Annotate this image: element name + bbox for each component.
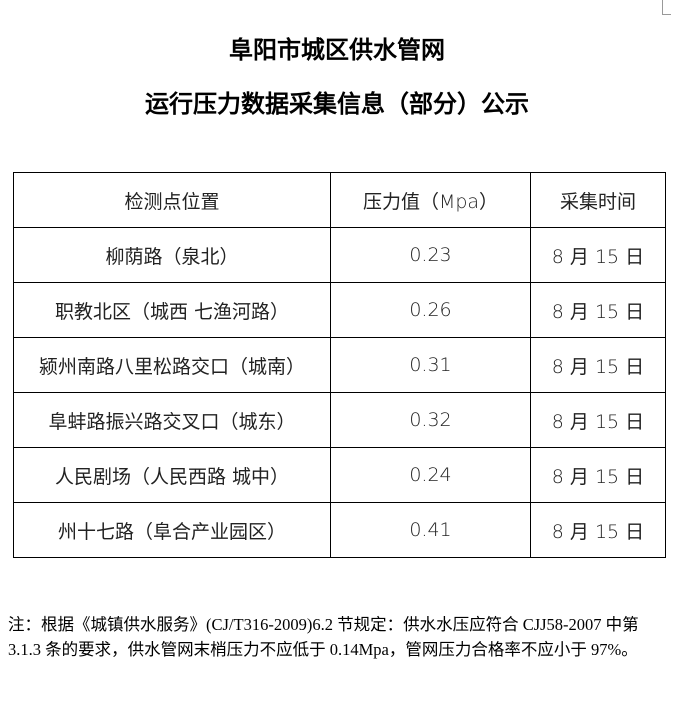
cell-pressure: 0.26 (330, 282, 531, 338)
header-pressure: 压力值（Mpa） (330, 172, 531, 228)
table-row: 柳荫路（泉北） 0.23 8 月 15 日 (13, 227, 666, 283)
cell-time: 8 月 15 日 (530, 227, 666, 283)
header-location: 检测点位置 (13, 172, 331, 228)
page-corner-mark (662, 0, 671, 15)
cell-time: 8 月 15 日 (530, 392, 666, 448)
cell-location: 职教北区（城西 七渔河路） (13, 282, 331, 338)
document-subtitle: 运行压力数据采集信息（部分）公示 (145, 89, 529, 118)
cell-location: 州十七路（阜合产业园区） (13, 502, 331, 558)
table-row: 颍州南路八里松路交口（城南） 0.31 8 月 15 日 (13, 337, 666, 393)
table-row: 阜蚌路振兴路交叉口（城东） 0.32 8 月 15 日 (13, 392, 666, 448)
table-header-row: 检测点位置 压力值（Mpa） 采集时间 (13, 172, 666, 228)
header-time: 采集时间 (530, 172, 666, 228)
table-row: 人民剧场（人民西路 城中） 0.24 8 月 15 日 (13, 447, 666, 503)
cell-location: 柳荫路（泉北） (13, 227, 331, 283)
cell-pressure: 0.41 (330, 502, 531, 558)
cell-time: 8 月 15 日 (530, 337, 666, 393)
pressure-table: 检测点位置 压力值（Mpa） 采集时间 柳荫路（泉北） 0.23 8 月 15 日职… (13, 172, 666, 558)
table-row: 州十七路（阜合产业园区） 0.41 8 月 15 日 (13, 502, 666, 558)
note-text: 注：根据《城镇供水服务》(CJ/T316-2009)6.2 节规定：供水水压应符… (8, 615, 639, 659)
cell-time: 8 月 15 日 (530, 502, 666, 558)
cell-location: 阜蚌路振兴路交叉口（城东） (13, 392, 331, 448)
cell-pressure: 0.23 (330, 227, 531, 283)
cell-time: 8 月 15 日 (530, 282, 666, 338)
cell-pressure: 0.24 (330, 447, 531, 503)
cell-pressure: 0.32 (330, 392, 531, 448)
table-row: 职教北区（城西 七渔河路） 0.26 8 月 15 日 (13, 282, 666, 338)
cell-time: 8 月 15 日 (530, 447, 666, 503)
document-title: 阜阳市城区供水管网 (229, 35, 445, 64)
cell-location: 人民剧场（人民西路 城中） (13, 447, 331, 503)
cell-pressure: 0.31 (330, 337, 531, 393)
cell-location: 颍州南路八里松路交口（城南） (13, 337, 331, 393)
